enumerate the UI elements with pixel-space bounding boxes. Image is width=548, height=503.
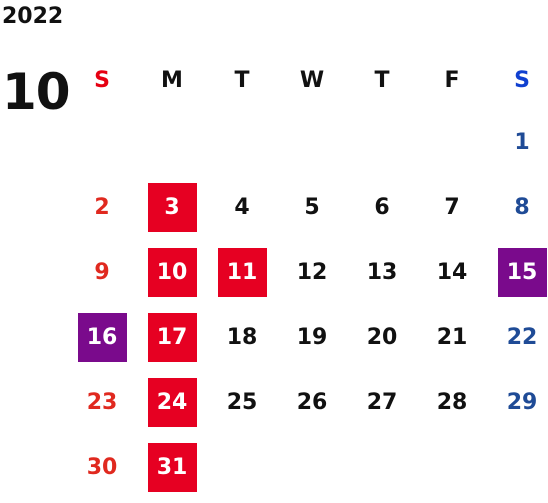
day-cell: 1	[514, 130, 530, 155]
day-cell: 22	[506, 325, 538, 350]
empty-day-cell	[428, 118, 477, 167]
weekday-friday: F	[444, 67, 460, 93]
day-cell: 23	[86, 390, 118, 415]
day-cell: 16	[77, 313, 127, 362]
day-cell: 11	[217, 248, 267, 297]
day-cell: 7	[444, 195, 460, 220]
day-cell: 21	[436, 325, 468, 350]
weekday-wednesday: W	[299, 67, 325, 93]
day-cell: 12	[296, 260, 328, 285]
day-cell: 8	[514, 195, 530, 220]
year-label: 2022	[2, 4, 64, 29]
month-number: 10	[2, 63, 71, 121]
day-cell: 15	[497, 248, 547, 297]
day-cell: 5	[304, 195, 320, 220]
day-cell: 13	[366, 260, 398, 285]
empty-day-cell	[78, 118, 127, 167]
calendar-grid: S M T W T F S 1 2 3 4 5 6 7 8 9 10 11 12 13 14 15 16 17 1…	[67, 50, 548, 500]
empty-day-cell	[358, 118, 407, 167]
day-cell: 10	[147, 248, 197, 297]
day-cell: 28	[436, 390, 468, 415]
day-cell: 25	[226, 390, 258, 415]
empty-day-cell	[358, 443, 407, 492]
day-cell: 27	[366, 390, 398, 415]
weekday-thursday: T	[374, 67, 390, 93]
day-cell: 14	[436, 260, 468, 285]
day-cell: 26	[296, 390, 328, 415]
empty-day-cell	[288, 118, 337, 167]
empty-day-cell	[288, 443, 337, 492]
day-cell: 30	[86, 455, 118, 480]
day-cell: 17	[147, 313, 197, 362]
empty-day-cell	[428, 443, 477, 492]
empty-day-cell	[218, 443, 267, 492]
day-cell: 9	[94, 260, 110, 285]
day-cell: 2	[94, 195, 110, 220]
day-cell: 29	[506, 390, 538, 415]
day-cell: 31	[147, 443, 197, 492]
weekday-sunday: S	[94, 67, 110, 93]
day-cell: 18	[226, 325, 258, 350]
empty-day-cell	[498, 443, 547, 492]
weekday-monday: M	[161, 67, 183, 93]
empty-day-cell	[218, 118, 267, 167]
weekday-tuesday: T	[234, 67, 250, 93]
weekday-saturday: S	[514, 67, 530, 93]
day-cell: 4	[234, 195, 250, 220]
day-cell: 24	[147, 378, 197, 427]
empty-day-cell	[148, 118, 197, 167]
day-cell: 19	[296, 325, 328, 350]
day-cell: 3	[147, 183, 197, 232]
day-cell: 6	[374, 195, 390, 220]
day-cell: 20	[366, 325, 398, 350]
